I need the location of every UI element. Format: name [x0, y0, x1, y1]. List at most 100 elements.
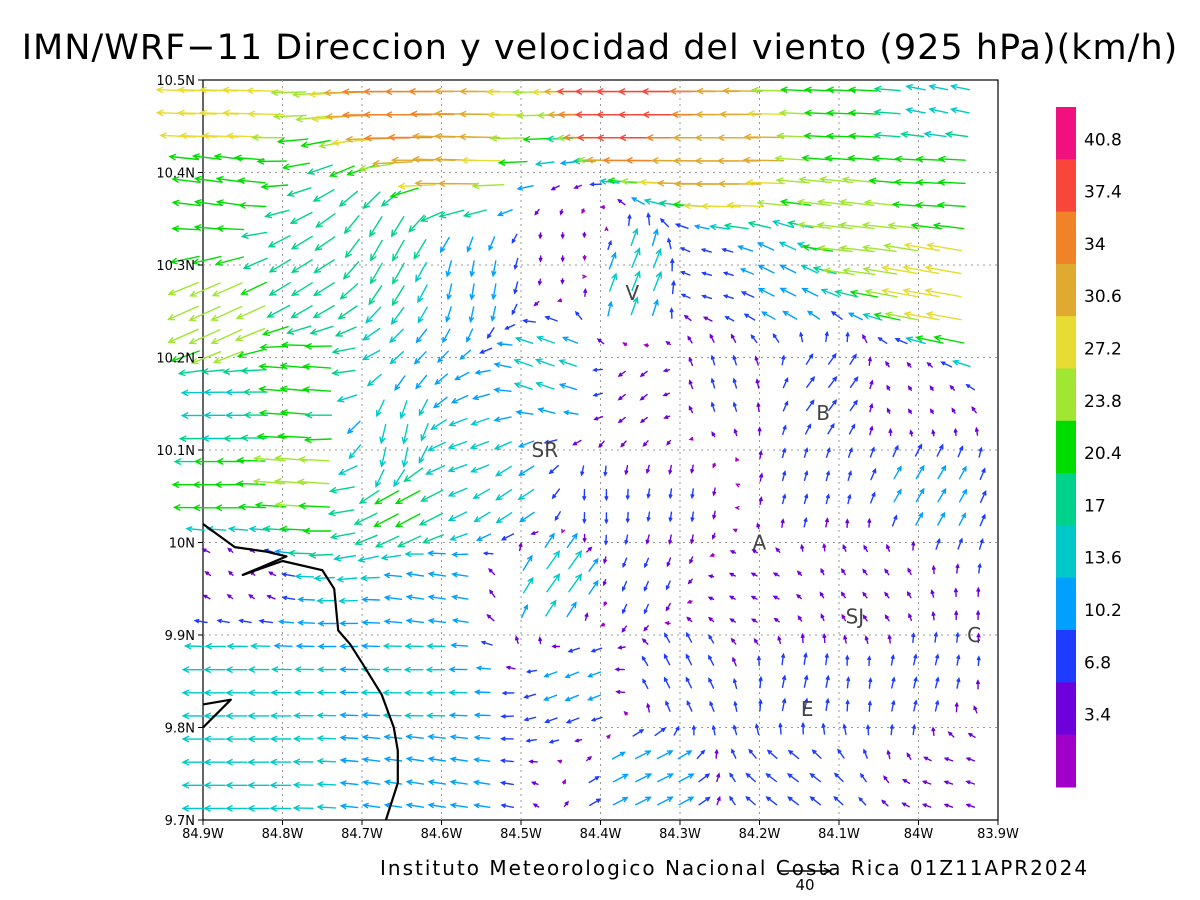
wind-arrow: [617, 393, 626, 401]
wind-arrow: [516, 185, 534, 191]
wind-arrow: [780, 518, 785, 528]
wind-arrow: [825, 447, 831, 458]
wind-arrow: [405, 779, 425, 786]
wind-arrow: [290, 235, 313, 250]
wind-arrow: [756, 655, 761, 667]
place-label: A: [753, 531, 767, 555]
wind-arrow: [954, 701, 959, 713]
wind-arrow: [266, 304, 291, 318]
wind-arrow: [580, 465, 585, 477]
wind-arrow: [235, 480, 266, 487]
wind-arrow: [680, 270, 691, 276]
wind-arrow: [538, 255, 543, 263]
wind-arrow: [382, 689, 402, 696]
wind-arrow: [354, 534, 378, 546]
wind-arrow: [236, 348, 266, 359]
wind-arrow: [893, 465, 902, 480]
wind-arrow: [269, 712, 292, 719]
wind-arrow: [247, 689, 270, 696]
wind-arrow: [753, 637, 759, 645]
wind-arrow: [496, 209, 513, 217]
wind-arrow: [780, 86, 812, 94]
wind-arrow: [674, 223, 689, 229]
wind-arrow: [418, 399, 429, 417]
wind-arrow: [834, 289, 859, 298]
wind-arrow: [735, 456, 740, 462]
wind-arrow: [901, 778, 911, 785]
wind-arrow: [279, 525, 310, 533]
wind-arrow: [517, 488, 535, 501]
wind-arrow: [515, 635, 519, 644]
wind-arrow: [757, 264, 775, 274]
wind-arrow: [923, 131, 947, 138]
wind-arrow: [489, 589, 496, 598]
wind-arrow: [522, 554, 533, 571]
wind-arrow: [862, 266, 898, 275]
wind-arrow: [646, 702, 651, 713]
wind-arrow: [376, 399, 385, 418]
wind-arrow: [267, 235, 291, 248]
wind-arrow: [931, 726, 936, 736]
wind-arrow: [450, 572, 469, 578]
wind-arrow: [560, 255, 565, 263]
wind-arrow: [361, 779, 381, 786]
wind-arrow: [544, 532, 555, 548]
wind-arrow: [698, 773, 711, 783]
wind-arrow: [348, 444, 362, 460]
wind-arrow: [750, 618, 758, 623]
wind-arrow: [292, 735, 314, 742]
x-tick-label: 83.9W: [977, 827, 1019, 842]
wind-arrow: [188, 305, 221, 322]
wind-arrow: [841, 568, 846, 576]
wind-arrow: [331, 347, 356, 355]
wind-arrow: [390, 156, 434, 164]
wind-arrow: [921, 780, 932, 785]
wind-arrow: [683, 314, 692, 322]
wind-arrow: [556, 298, 563, 303]
wind-arrow: [401, 447, 409, 468]
colorbar-label: 23.8: [1084, 392, 1122, 412]
wind-arrow: [824, 154, 856, 162]
wind-arrow: [234, 327, 266, 342]
wind-arrow: [758, 675, 763, 689]
wind-arrow: [733, 700, 738, 712]
wind-arrow: [383, 779, 403, 786]
wind-arrow: [620, 440, 627, 448]
wind-arrow: [847, 493, 852, 505]
wind-arrow: [685, 631, 693, 643]
wind-arrow: [871, 155, 901, 162]
wind-arrow: [641, 655, 649, 667]
place-label: C: [967, 623, 981, 647]
wind-arrow: [931, 610, 936, 621]
wind-arrow: [447, 487, 468, 497]
wind-arrow: [921, 803, 932, 808]
wind-arrow: [887, 634, 892, 644]
wind-arrow: [242, 257, 268, 270]
wind-arrow: [240, 281, 267, 295]
wind-arrow: [891, 514, 898, 527]
wind-arrow: [943, 757, 954, 762]
wind-arrow: [504, 324, 516, 330]
wind-arrow: [864, 635, 869, 644]
wind-arrow: [210, 305, 243, 321]
wind-arrow: [911, 632, 916, 643]
wind-arrow: [881, 799, 889, 807]
wind-arrow: [513, 358, 533, 367]
wind-arrow: [656, 750, 674, 760]
wind-arrow: [470, 417, 490, 426]
wind-arrow: [214, 256, 244, 266]
wind-arrow: [316, 735, 337, 742]
wind-arrow: [413, 351, 427, 365]
wind-arrow: [514, 336, 534, 344]
x-tick-label: 84W: [904, 827, 934, 842]
wind-arrow: [201, 435, 225, 442]
wind-arrow: [227, 526, 249, 533]
wind-arrow: [361, 349, 381, 361]
wind-arrow: [171, 225, 201, 232]
wind-arrow: [286, 187, 312, 197]
wind-arrow: [710, 377, 716, 389]
wind-arrow: [405, 734, 424, 740]
wind-arrow: [779, 867, 832, 875]
wind-arrow: [759, 472, 764, 482]
wind-arrow: [448, 712, 468, 719]
